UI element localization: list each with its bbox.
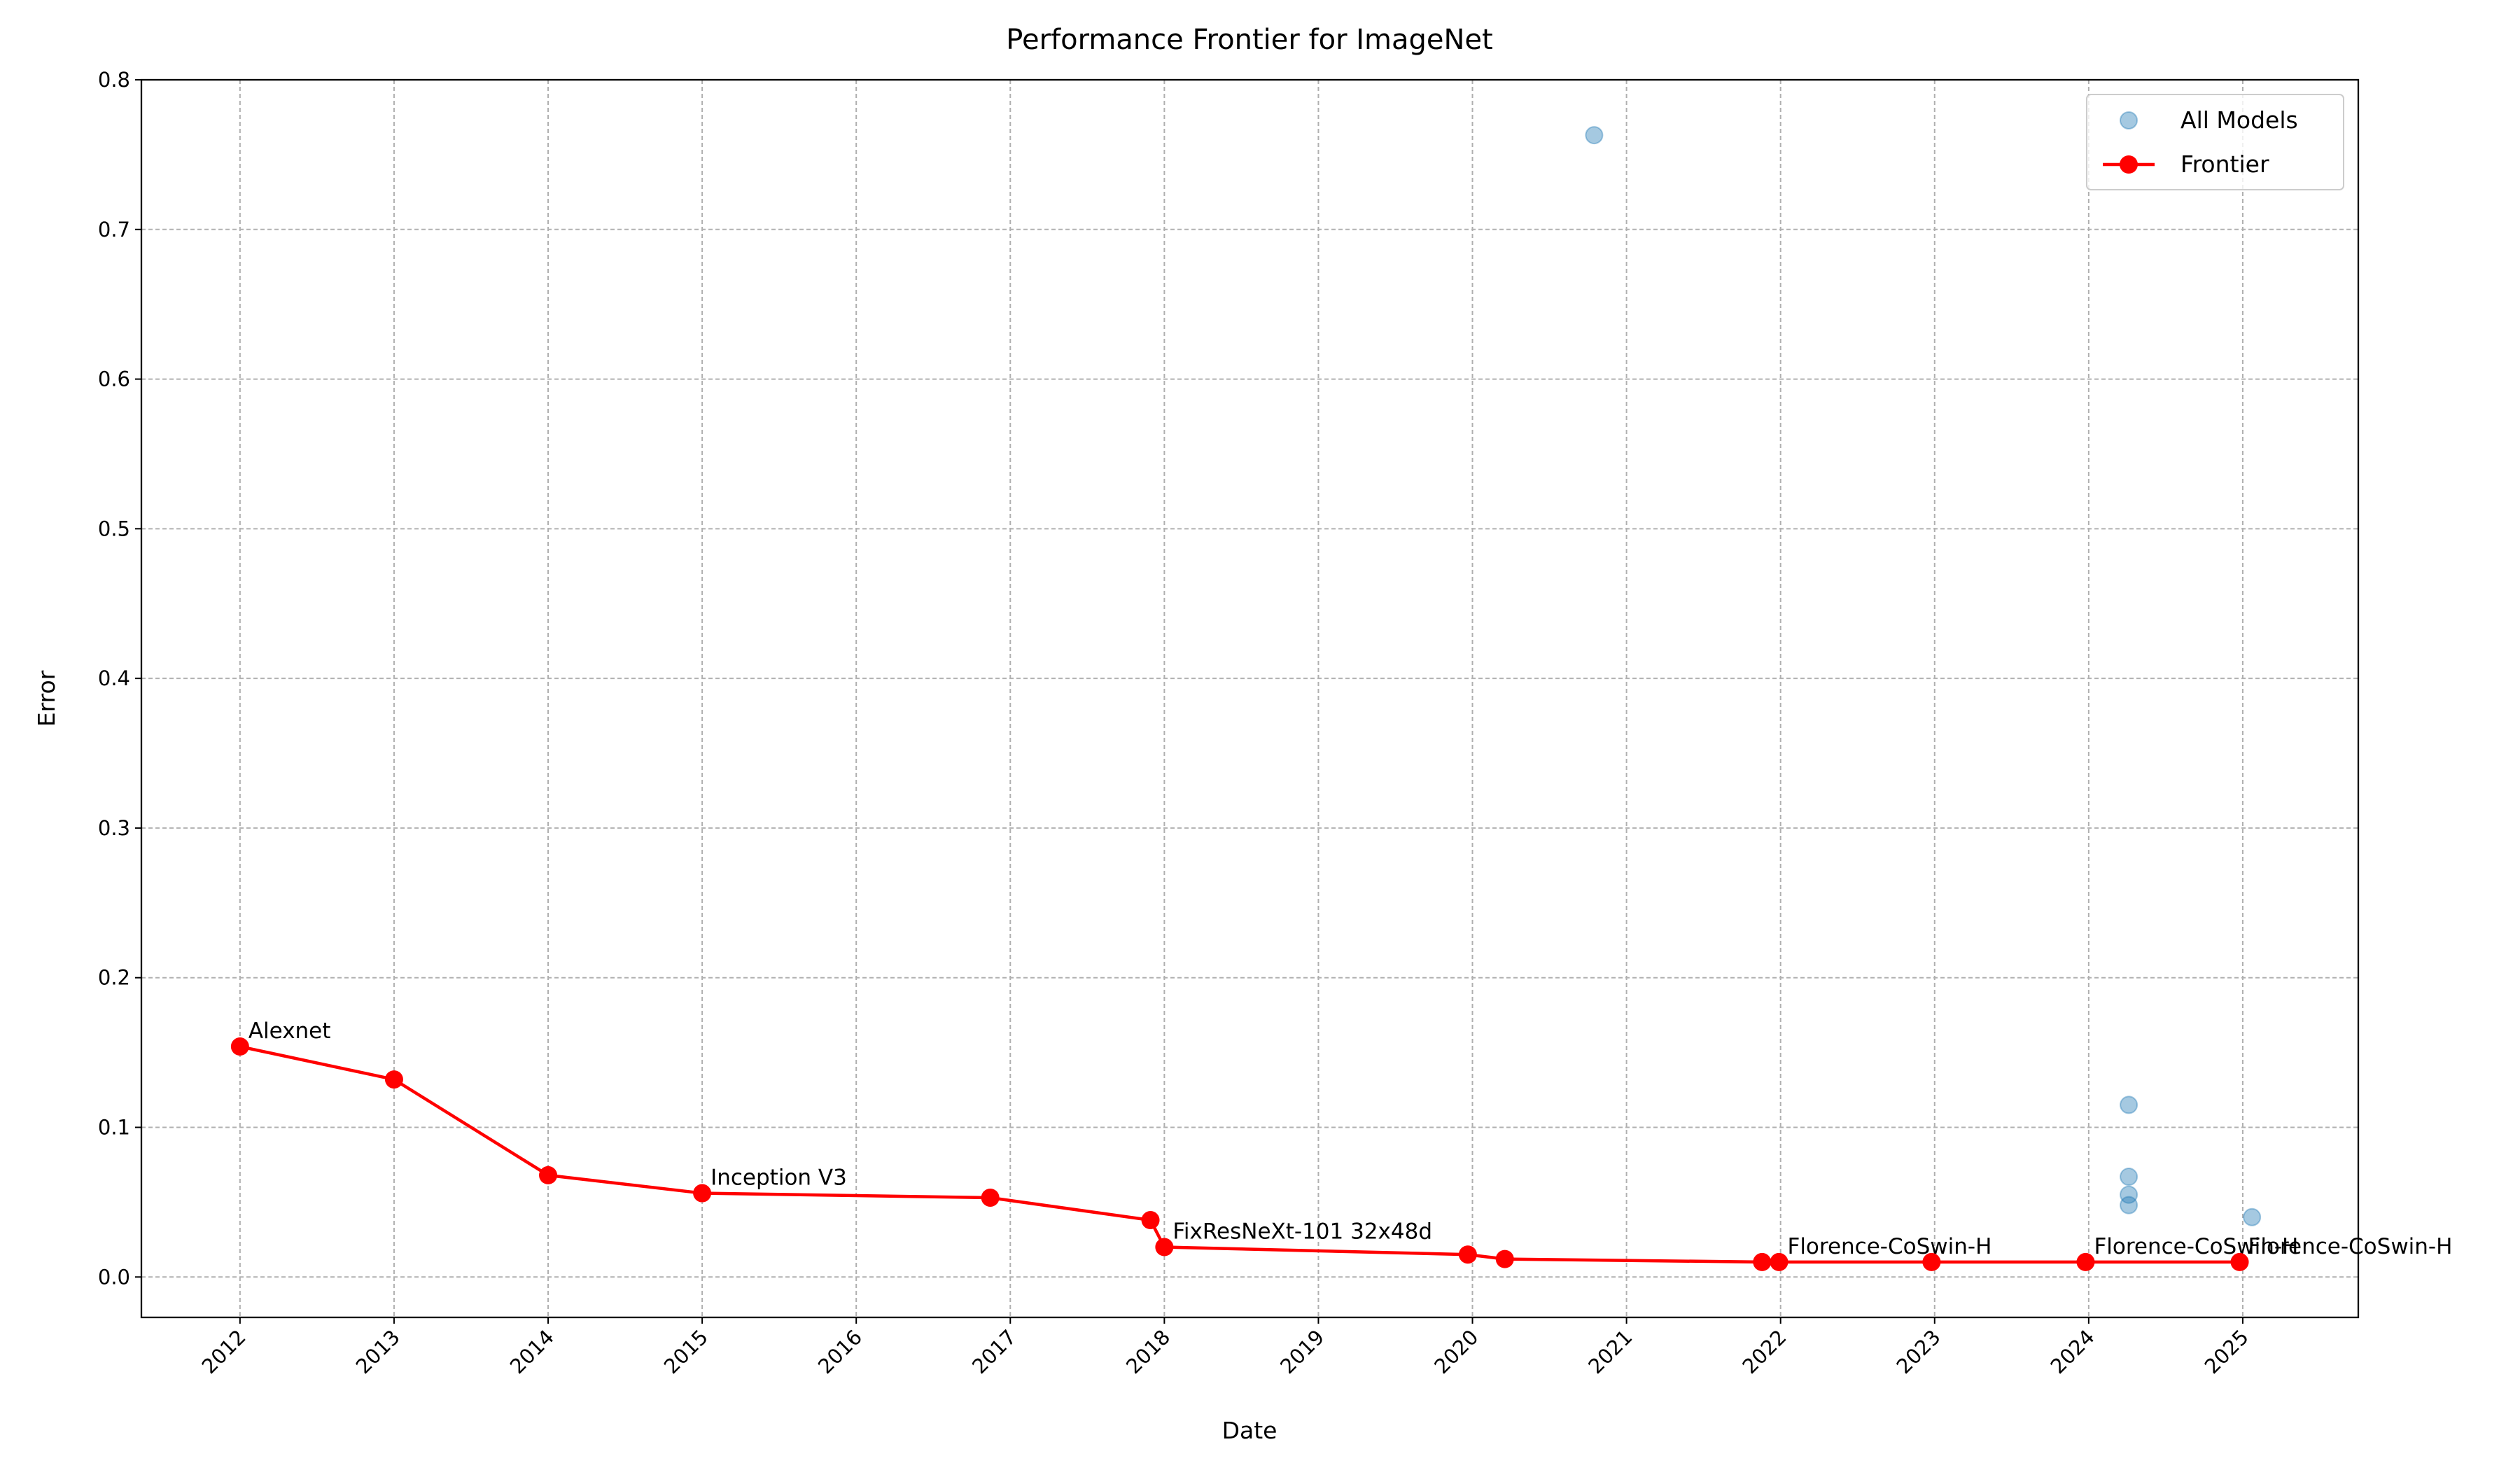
x-axis-label: Date [1222,1417,1278,1444]
scatter-point [2120,1185,2138,1204]
frontier-point [230,1037,249,1056]
frontier-point [693,1184,712,1203]
point-annotation: Inception V3 [710,1166,847,1191]
y-axis-label: Error [33,670,60,727]
legend-label: Frontier [2180,150,2269,178]
plot-frame [140,78,2360,1319]
y-tick-label: 0.5 [98,517,130,540]
chart-title: Performance Frontier for ImageNet [1006,24,1492,56]
legend-marker [2120,111,2138,130]
y-tick-label: 0.7 [98,218,130,241]
frontier-point [1141,1211,1160,1230]
frontier-line [239,1044,2240,1264]
frontier-point [539,1166,558,1184]
frontier-point [2076,1252,2095,1271]
frontier-point [981,1188,1000,1207]
frontier-point [1770,1252,1788,1271]
point-annotation: Florence-CoSwin-H [2094,1234,2298,1259]
point-annotation: Florence-CoSwin-H [2248,1234,2453,1259]
frontier-point [1458,1245,1477,1264]
scatter-point [2120,1096,2138,1114]
frontier-point [1753,1252,1772,1271]
scatter-point [1585,126,1604,145]
frontier-point [2230,1252,2249,1271]
legend-marker [2120,155,2138,174]
y-tick-label: 0.1 [98,1115,130,1139]
point-annotation: Florence-CoSwin-H [1787,1234,1991,1259]
frontier-point [1922,1252,1941,1271]
y-tick-label: 0.8 [98,68,130,92]
y-tick-label: 0.2 [98,966,130,990]
y-tick-label: 0.6 [98,368,130,391]
scatter-point [2243,1208,2262,1226]
y-tick-label: 0.4 [98,666,130,690]
y-tick-label: 0.0 [98,1265,130,1289]
legend-label: All Models [2180,106,2298,134]
frontier-point [1495,1250,1514,1268]
point-annotation: FixResNeXt-101 32x48d [1172,1219,1432,1245]
point-annotation: Alexnet [248,1018,331,1044]
scatter-point [2120,1168,2138,1186]
frontier-point [384,1070,403,1089]
scatter-point [2120,1196,2138,1214]
y-tick-label: 0.3 [98,816,130,840]
frontier-point [1155,1238,1174,1256]
